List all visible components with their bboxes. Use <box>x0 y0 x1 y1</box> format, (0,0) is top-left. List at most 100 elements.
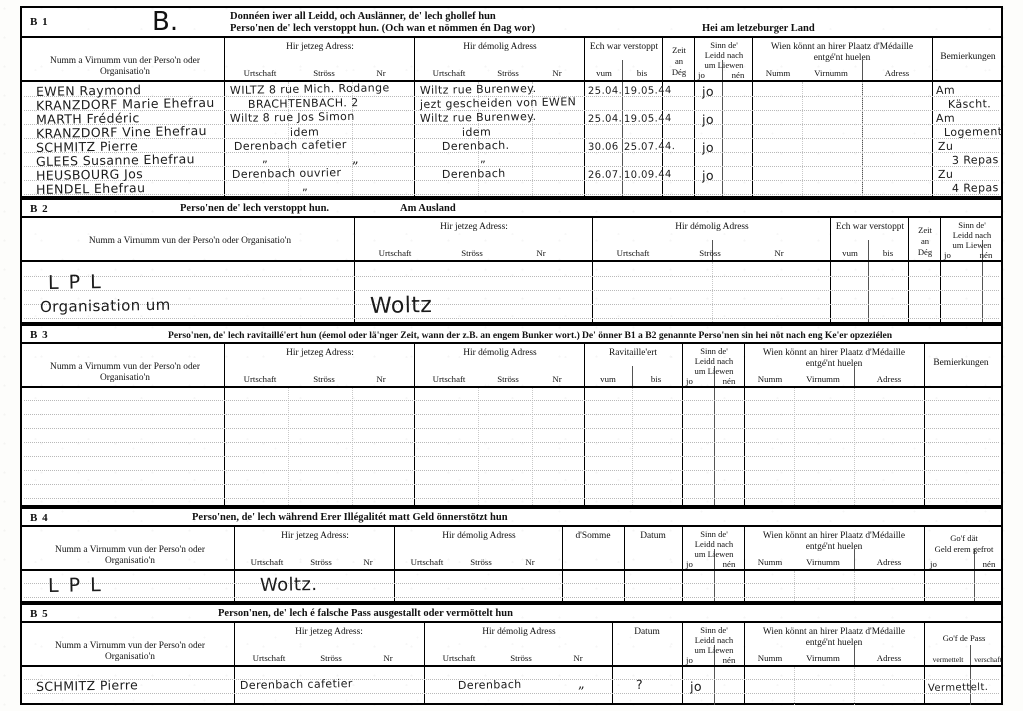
header-current-address: Hir jetzeg Adress: <box>295 627 363 637</box>
b2-body: L P L Organisation um Woltz <box>22 262 1001 324</box>
b3-title: Perso'nen, de' lech ravitaillé'ert hun (… <box>168 330 580 341</box>
header-alive-1: Sinn de' <box>700 625 728 635</box>
header-alive-yes: jo <box>686 559 693 569</box>
header-locality-2: Urtschaft <box>432 374 466 384</box>
header-medal-firstname: Virnumm <box>806 653 840 663</box>
cell-alive: jo <box>701 111 715 127</box>
form-sheet: B 1 B. Donnéen iwer all Leidd, och Auslä… <box>20 6 1003 705</box>
cell-current-address: Woltz. <box>259 574 318 596</box>
section-title-b1: B 1 B. Donnéen iwer all Leidd, och Auslä… <box>22 7 1001 38</box>
cell-former-address: jezt gescheiden von EWEN <box>419 95 577 111</box>
header-from: vum <box>600 374 616 384</box>
cell-remark: Zu <box>937 167 954 181</box>
header-hidden-period: Ech war verstoppt <box>835 222 905 232</box>
header-former-address: Hir démolig Adress <box>442 531 516 541</box>
cell-alive: jo <box>701 167 715 183</box>
header-medal-address: Adress <box>884 68 910 78</box>
header-locality-1: Urtschaft <box>250 557 284 567</box>
section-code-b1: B 1 <box>30 16 49 28</box>
cell-remark: Zu <box>937 139 954 153</box>
header-alive-1: Sinn de' <box>700 346 728 356</box>
letter-heading-b: B. <box>152 7 179 37</box>
header-locality-2: Urtschaft <box>442 653 476 663</box>
cell-from: 25.04. <box>587 113 623 125</box>
header-street-2: Ströss <box>470 557 492 567</box>
header-street-2: Ströss <box>497 374 519 384</box>
header-number-1: Nr <box>376 374 386 384</box>
header-alive-3: um Liewen <box>704 60 744 70</box>
cell-current-address: „ <box>261 151 269 165</box>
section-title-b4: B 4 Perso'nen, de' lech während Erer Ill… <box>22 507 1001 527</box>
header-remarks: Bemierkungen <box>940 52 996 62</box>
cell-current-address: idem <box>289 125 320 139</box>
header-days-2: an <box>920 236 930 246</box>
header-alive-3: um Liewen <box>694 366 734 376</box>
header-medal-address: Adress <box>876 653 902 663</box>
header-days-1: Zeit <box>672 45 686 55</box>
b1-body: EWEN Raymond KRANZDORF Marie Ehefrau MAR… <box>22 81 1002 198</box>
header-locality-1: Urtschaft <box>243 68 277 78</box>
cell-to: 25.07.44. <box>623 141 676 153</box>
header-medal-2: entgé'nt huelen <box>813 53 871 63</box>
b1-title-line2: Perso'nen de' lech verstoppt hun. (Och w… <box>230 23 536 34</box>
header-alive-yes: jo <box>698 70 705 80</box>
cell-alive: jo <box>701 83 715 99</box>
header-date: Datum <box>634 627 660 637</box>
header-alive-yes: jo <box>686 376 693 386</box>
section-title-b2: B 2 Perso'nen de' lech verstoppt hun. Am… <box>22 198 1001 218</box>
header-sum: d'Somme <box>575 531 611 541</box>
header-medal-address: Adress <box>876 374 902 384</box>
header-medal-name: Numm <box>757 653 783 663</box>
b5-header-row: Numm a Virnumm vun der Perso'n oder Orga… <box>22 623 1002 667</box>
header-former-address: Hir démolig Adress <box>482 627 556 637</box>
header-number-2: Nr <box>573 653 583 663</box>
header-number-1: Nr <box>536 248 546 258</box>
cell-pass: Vermettelt. <box>927 681 989 694</box>
cell-current-address: Derenbach cafetier <box>233 138 347 153</box>
header-alive-3: um Liewen <box>694 645 734 655</box>
cell-former-address: Wiltz rue Burenwey. <box>419 109 537 125</box>
cell-to: 19.05.44 <box>623 85 672 97</box>
header-pass-procured: verschaft <box>974 655 1002 664</box>
b3-body <box>22 388 1001 507</box>
header-alive-no: nén <box>731 70 745 80</box>
header-locality-2: Urtschaft <box>616 248 650 258</box>
header-alive-1: Sinn de' <box>710 40 738 50</box>
header-former-address: Hir démolig Adress <box>675 222 749 232</box>
header-former-address: Hir démolig Adress <box>463 348 537 358</box>
cell-from: 30.06 <box>587 141 619 153</box>
table-row: L P L <box>47 271 103 294</box>
header-alive-2: Leidd nach <box>694 635 734 645</box>
cell-former-address: idem <box>461 125 492 139</box>
header-from: vum <box>596 68 612 78</box>
header-name: Numm a Virnumm vun der Perso'n oder Orga… <box>88 236 292 246</box>
header-locality-1: Urtschaft <box>243 374 277 384</box>
header-number-1: Nr <box>363 557 373 567</box>
b1-title-right: Hei am letzeburger Land <box>702 23 815 34</box>
section-code-b2: B 2 <box>30 203 49 215</box>
header-money-yes: jo <box>930 559 937 569</box>
cell-date: ? <box>635 676 644 692</box>
header-name: Numm a Virnumm vun der Perso'n oder Orga… <box>55 545 205 566</box>
cell-former-address: Derenbach. <box>441 138 510 153</box>
header-name: Numm a Virnumm vun der Perso'n oder Orga… <box>50 362 200 383</box>
header-alive-yes: jo <box>686 655 693 665</box>
cell-to: 10.09.44 <box>623 169 672 181</box>
header-medal-1: Wien könnt an hirer Plaatz d'Médaille <box>762 627 906 637</box>
header-locality-1: Urtschaft <box>252 653 286 663</box>
ditto-mark: „ <box>578 677 585 692</box>
cell-alive: jo <box>689 678 703 694</box>
header-street-1: Ströss <box>313 374 335 384</box>
header-locality-1: Urtschaft <box>378 248 412 258</box>
b4-header-row: Numm a Virnumm vun der Perso'n oder Orga… <box>22 527 1001 571</box>
header-days-3: Dég <box>671 67 687 77</box>
cell-current-address: „ <box>301 179 309 193</box>
header-number-1: Nr <box>383 653 393 663</box>
header-remarks: Bemierkungen <box>933 358 989 368</box>
header-name: Numm a Virnumm vun der Perso'n oder Orga… <box>55 641 205 662</box>
section-title-b3: B 3 Perso'nen, de' lech ravitaillé'ert h… <box>22 324 1001 344</box>
header-medal-firstname: Virnumm <box>806 557 840 567</box>
cell-former-address: Derenbach <box>441 166 506 181</box>
cell-current-address: WILTZ 8 rue Mich. Rodange <box>229 81 390 97</box>
